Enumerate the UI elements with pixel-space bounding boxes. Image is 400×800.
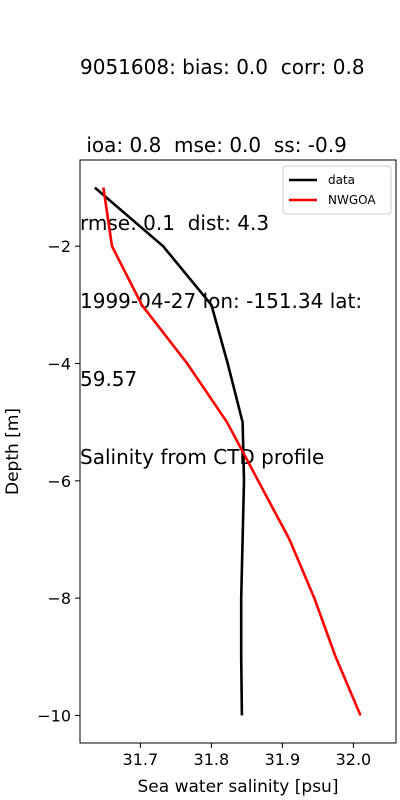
y-tick-label: −2 (47, 237, 71, 256)
y-tick-label: −4 (47, 355, 71, 374)
x-tick-label: 31.9 (265, 750, 301, 769)
y-axis: −2 −4 −6 −8 −10 (37, 237, 80, 725)
legend-label-nwgoa: NWGOA (328, 193, 376, 207)
title-line-stats-2: ioa: 0.8 mse: 0.0 ss: -0.9 (80, 133, 347, 157)
title-line-stats-3: rmse: 0.1 dist: 4.3 (80, 211, 270, 235)
legend-box (282, 165, 392, 215)
y-tick-label: −10 (37, 706, 71, 725)
y-tick-label: −8 (47, 589, 71, 608)
x-axis: 31.7 31.8 31.9 32.0 (123, 743, 372, 769)
x-tick-label: 32.0 (336, 750, 372, 769)
y-axis-label: Depth [m] (3, 408, 23, 495)
legend: data NWGOA (282, 165, 392, 215)
y-tick-label: −6 (47, 472, 71, 491)
series-line-data (94, 186, 246, 716)
legend-label-data: data (328, 173, 355, 187)
plot-lines (94, 186, 362, 716)
x-axis-label: Sea water salinity [psu] (138, 777, 339, 797)
title-line-description: Salinity from CTD profile (80, 445, 325, 469)
title-line-location-2: 59.57 (80, 367, 138, 391)
series-line-nwgoa (102, 187, 362, 716)
chart-title: 9051608: bias: 0.0 corr: 0.8 ioa: 0.8 ms… (80, 2, 400, 496)
title-line-location-1: 1999-04-27 lon: -151.34 lat: (80, 289, 363, 313)
x-tick-label: 31.7 (123, 750, 159, 769)
plot-frame (79, 159, 397, 744)
x-tick-label: 31.8 (194, 750, 230, 769)
title-line-stats-1: 9051608: bias: 0.0 corr: 0.8 (80, 55, 365, 79)
